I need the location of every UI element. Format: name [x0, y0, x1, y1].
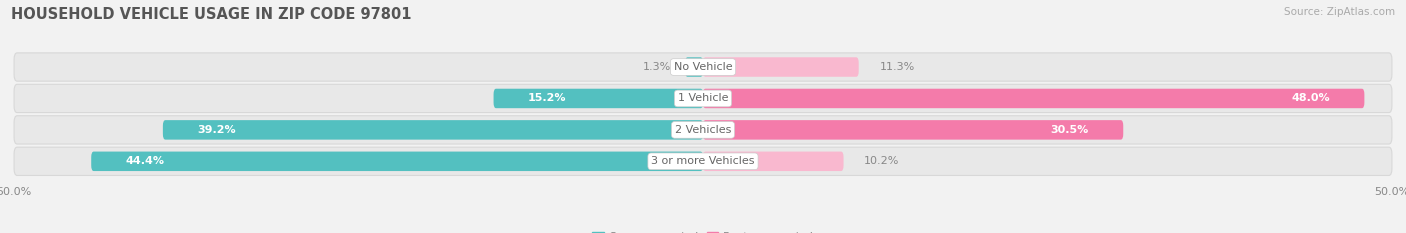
FancyBboxPatch shape — [703, 57, 859, 77]
FancyBboxPatch shape — [703, 89, 1364, 108]
Text: 39.2%: 39.2% — [197, 125, 236, 135]
FancyBboxPatch shape — [14, 116, 1392, 144]
FancyBboxPatch shape — [163, 120, 703, 140]
FancyBboxPatch shape — [14, 84, 1392, 113]
Text: Source: ZipAtlas.com: Source: ZipAtlas.com — [1284, 7, 1395, 17]
Text: 30.5%: 30.5% — [1050, 125, 1088, 135]
Text: 15.2%: 15.2% — [529, 93, 567, 103]
FancyBboxPatch shape — [703, 120, 1123, 140]
Text: No Vehicle: No Vehicle — [673, 62, 733, 72]
FancyBboxPatch shape — [494, 89, 703, 108]
FancyBboxPatch shape — [703, 152, 844, 171]
Text: 44.4%: 44.4% — [125, 156, 165, 166]
Text: 10.2%: 10.2% — [865, 156, 900, 166]
Legend: Owner-occupied, Renter-occupied: Owner-occupied, Renter-occupied — [588, 227, 818, 233]
FancyBboxPatch shape — [91, 152, 703, 171]
Text: HOUSEHOLD VEHICLE USAGE IN ZIP CODE 97801: HOUSEHOLD VEHICLE USAGE IN ZIP CODE 9780… — [11, 7, 412, 22]
FancyBboxPatch shape — [14, 147, 1392, 175]
Text: 2 Vehicles: 2 Vehicles — [675, 125, 731, 135]
Text: 48.0%: 48.0% — [1291, 93, 1330, 103]
FancyBboxPatch shape — [14, 53, 1392, 81]
Text: 1.3%: 1.3% — [643, 62, 671, 72]
FancyBboxPatch shape — [685, 57, 703, 77]
Text: 11.3%: 11.3% — [879, 62, 915, 72]
Text: 1 Vehicle: 1 Vehicle — [678, 93, 728, 103]
Text: 3 or more Vehicles: 3 or more Vehicles — [651, 156, 755, 166]
